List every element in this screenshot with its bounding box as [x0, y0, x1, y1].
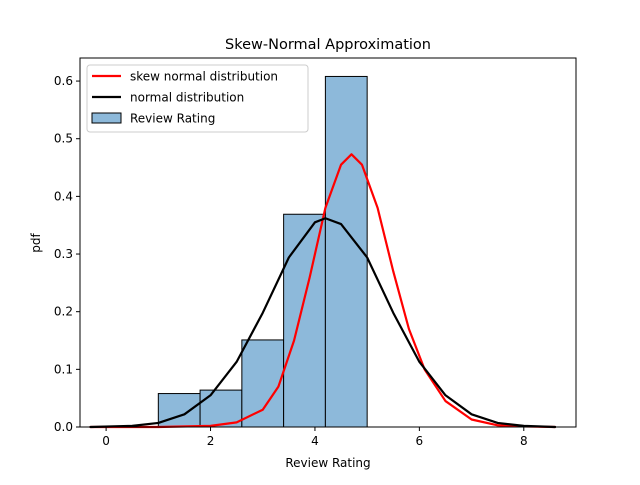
legend: skew normal distribution normal distribut… [86, 64, 309, 133]
legend-histogram-swatch [91, 112, 122, 124]
y-tick-label: 0.3 [54, 247, 73, 261]
distribution-lines [89, 153, 557, 429]
x-tick-label: 8 [520, 434, 528, 448]
legend-skew-normal-label: skew normal distribution [130, 70, 278, 84]
normal-curve [89, 217, 557, 429]
y-tick-label: 0.1 [54, 362, 73, 376]
y-axis-ticks: 0.0 0.1 0.2 0.3 0.4 0.5 0.6 [54, 74, 80, 434]
x-tick-label: 6 [416, 434, 424, 448]
histogram-bar [199, 389, 243, 428]
histogram-bar [283, 213, 326, 428]
histogram-bars [157, 75, 368, 428]
legend-histogram-label: Review Rating [130, 112, 215, 126]
legend-normal-label: normal distribution [130, 91, 244, 105]
histogram-bar [241, 339, 285, 428]
y-axis-label: pdf [29, 233, 43, 253]
x-axis-ticks: 0 2 4 6 8 [102, 427, 528, 448]
y-tick-label: 0.2 [54, 305, 73, 319]
y-tick-label: 0.0 [54, 420, 73, 434]
legend-box [86, 64, 309, 133]
x-tick-label: 2 [207, 434, 215, 448]
axes-frame [79, 57, 577, 428]
chart-title: Skew-Normal Approximation [225, 37, 431, 53]
y-tick-label: 0.5 [54, 132, 73, 146]
plot-area [89, 75, 557, 429]
y-tick-label: 0.4 [54, 189, 73, 203]
histogram-bar [324, 75, 368, 428]
y-tick-label: 0.6 [54, 74, 73, 88]
x-axis-label: Review Rating [285, 456, 370, 470]
x-tick-label: 4 [311, 434, 319, 448]
x-tick-label: 0 [102, 434, 110, 448]
skew-normal-curve [89, 153, 557, 429]
